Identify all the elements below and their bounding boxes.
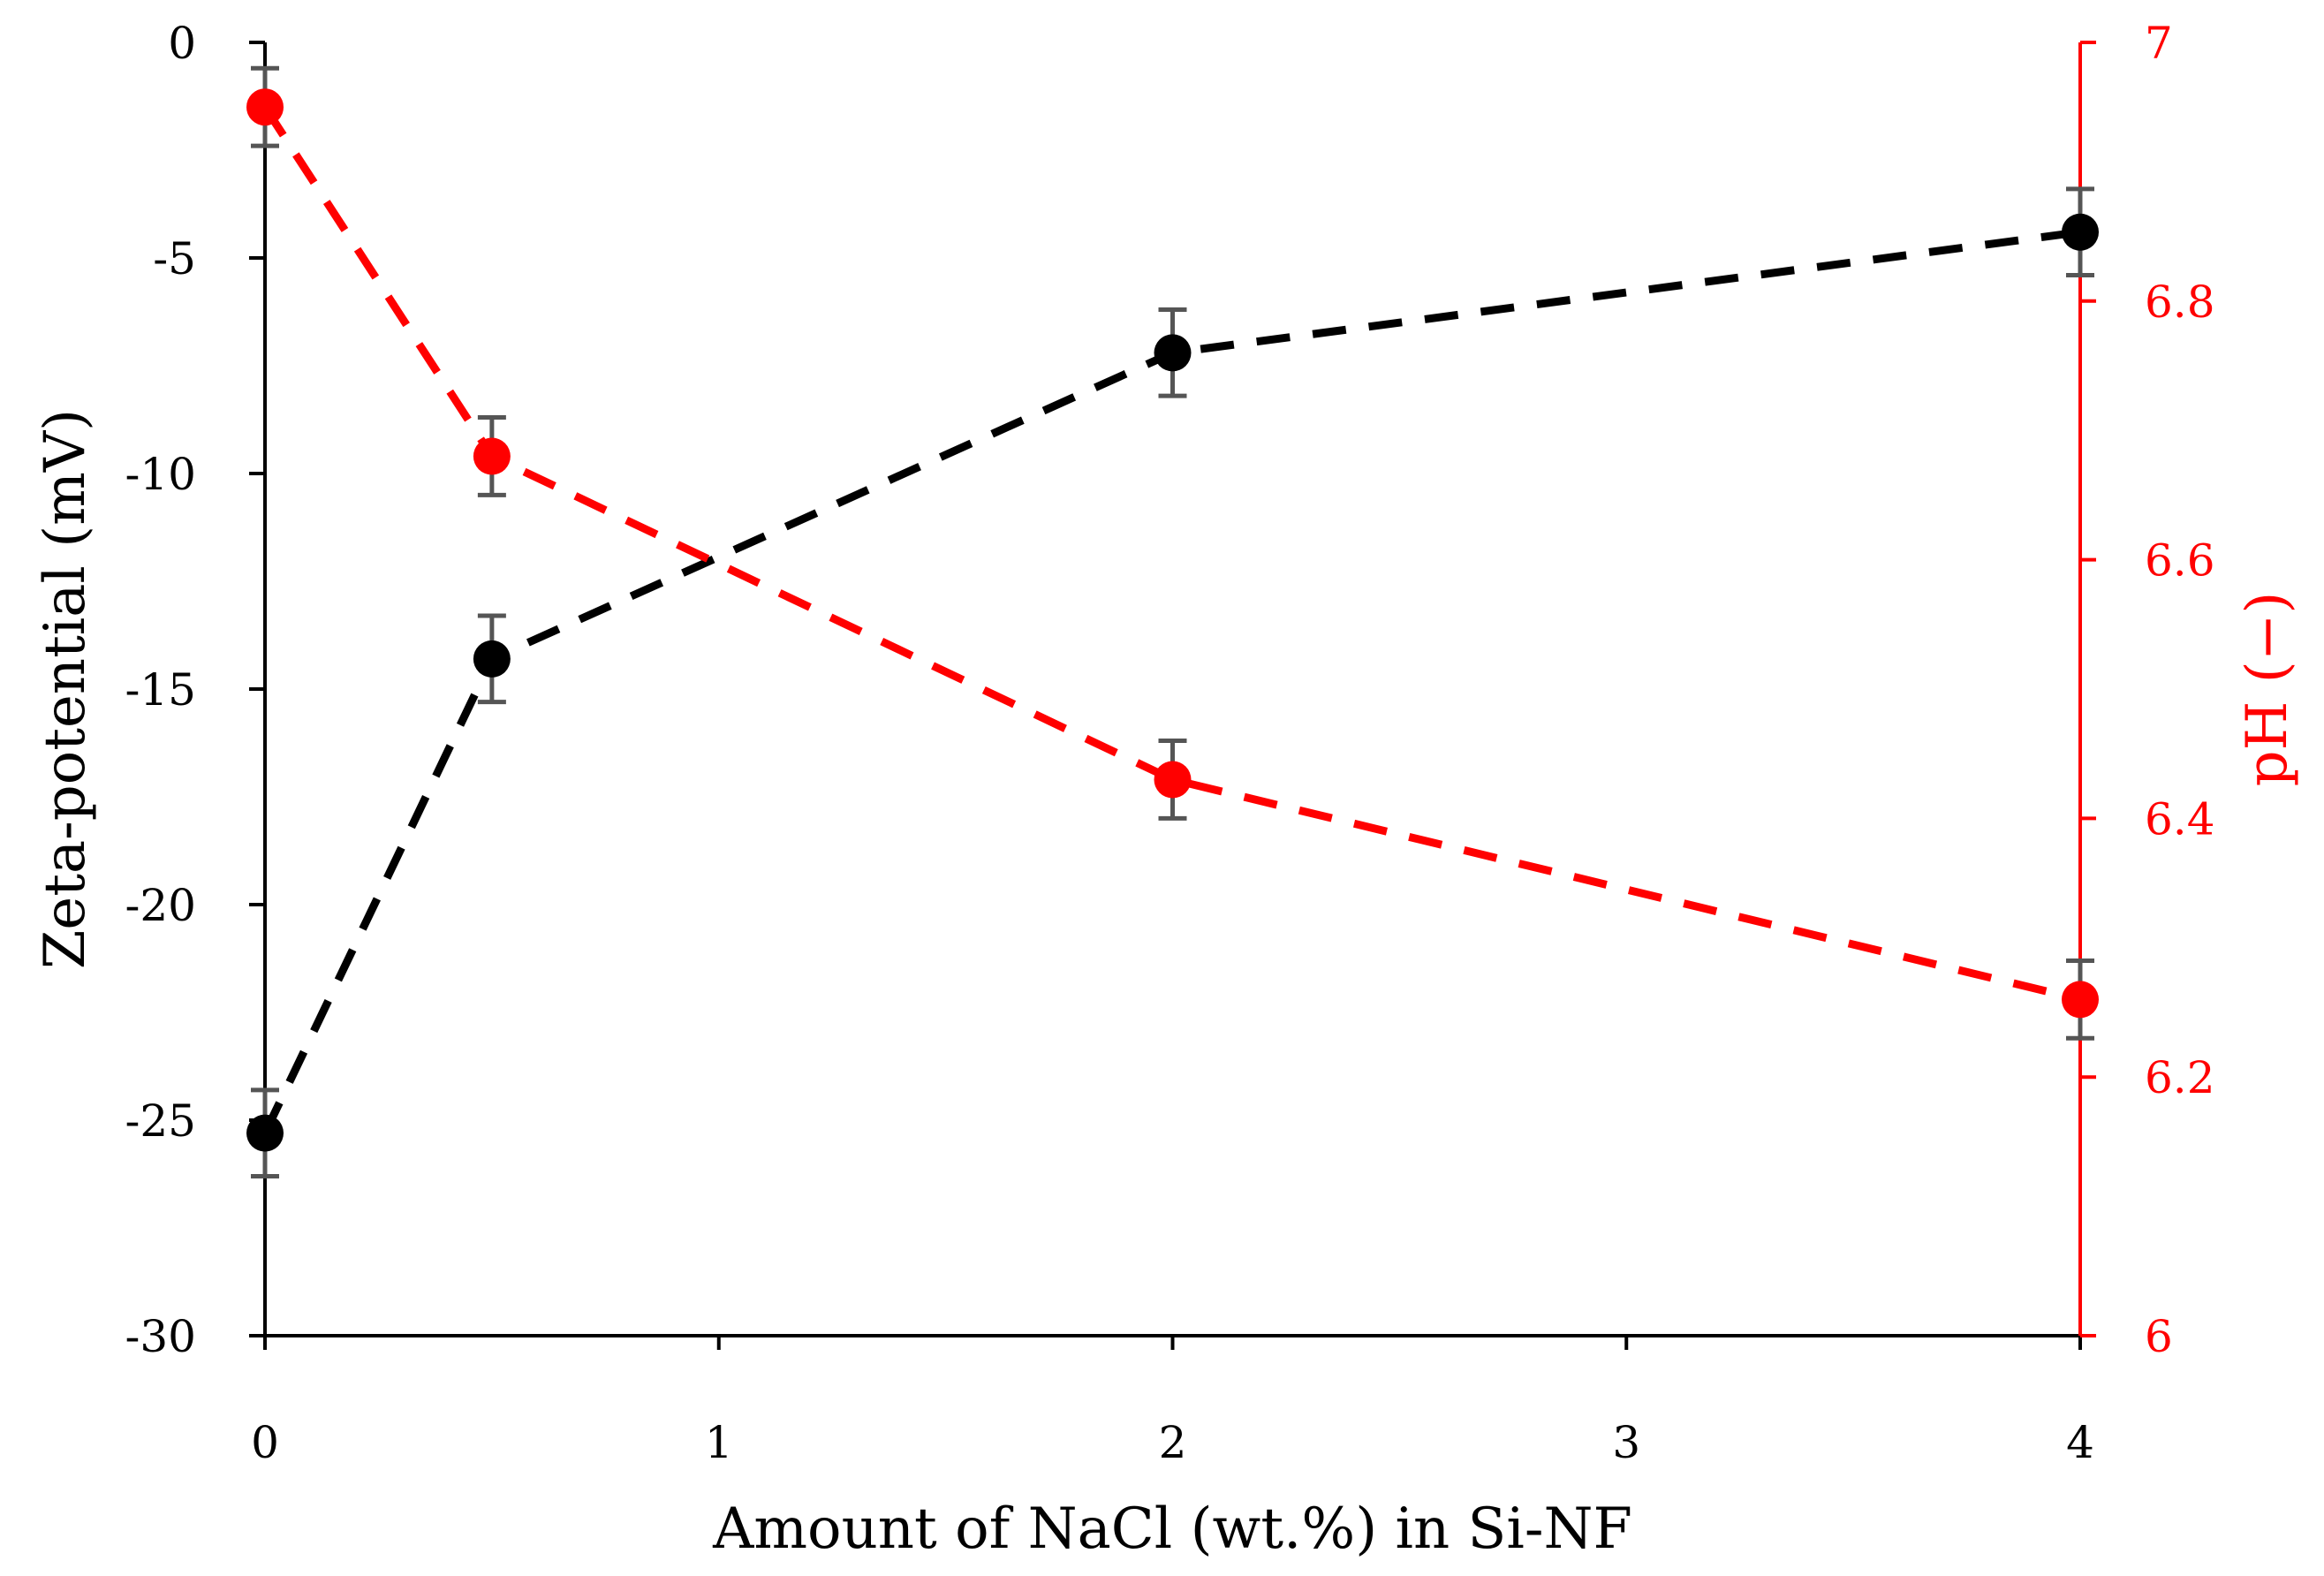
x-tick-label: 1 [705,1417,733,1468]
x-tick-label: 3 [1612,1417,1640,1468]
plot-frame [263,42,2082,1337]
x-tick-label: 2 [1159,1417,1187,1468]
right-y-tick-label: 6.2 [2145,1052,2215,1103]
x-axis-ticks: 0 1 2 3 4 [251,1336,2094,1468]
x-tick-label: 0 [251,1417,279,1468]
left-y-tick-label: -30 [125,1311,196,1362]
zeta-data-point [2062,213,2099,251]
ph-data-point [473,437,511,475]
right-y-tick-label: 7 [2145,18,2173,69]
ph-data-point [1154,761,1192,799]
zeta-data-point [473,640,511,678]
left-y-tick-label: -20 [125,880,196,931]
right-y-tick-label: 6.4 [2145,793,2215,845]
left-y-tick-label: 0 [168,18,196,69]
left-y-tick-label: -15 [125,664,196,716]
left-y-axis-title: Zeta-potential (mV) [33,409,98,969]
ph-data-point [2062,981,2099,1019]
zeta-data-point [246,1114,284,1152]
right-axis-ticks: 7 6.8 6.6 6.4 6.2 6 [2080,18,2215,1362]
right-y-axis-title: pH (−) [2235,592,2300,787]
left-axis-ticks: 0 -5 -10 -15 -20 -25 -30 [125,18,265,1362]
ph-data-point [246,88,284,126]
x-tick-label: 4 [2066,1417,2094,1468]
ph-series-line [261,104,2082,1004]
left-y-tick-label: -10 [125,449,196,500]
x-axis-title: Amount of NaCl (wt.%) in Si-NF [712,1496,1632,1562]
right-y-tick-label: 6 [2145,1311,2173,1362]
right-y-tick-label: 6.8 [2145,277,2215,328]
series-layer [246,65,2099,1178]
left-y-tick-label: -5 [153,233,196,284]
zeta-data-point [1154,334,1192,372]
right-y-tick-label: 6.6 [2145,535,2215,587]
left-y-tick-label: -25 [125,1095,196,1147]
